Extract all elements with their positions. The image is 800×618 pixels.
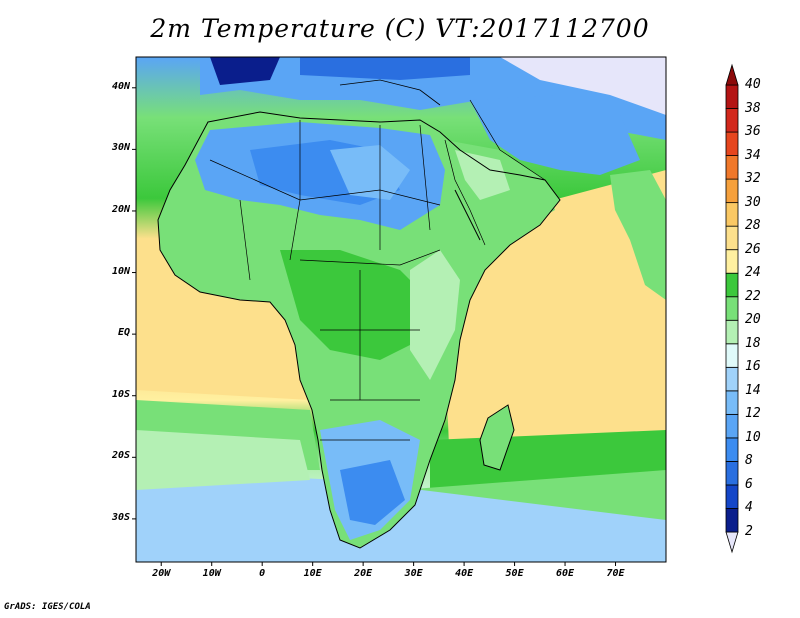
colorbar [725, 63, 739, 554]
chart-title: 2m Temperature (C) VT:2017112700 [150, 14, 650, 43]
colorbar-label: 12 [745, 406, 761, 422]
colorbar-segment [725, 366, 739, 392]
lon-tick-label: 30E [404, 568, 423, 579]
colorbar-segment [725, 272, 739, 298]
atlantic-warm [136, 290, 310, 400]
lat-tick-label: 30N [111, 142, 130, 154]
europe-cold [300, 57, 470, 80]
iberia-cold [210, 57, 280, 85]
lon-tick-label: 60E [556, 568, 575, 579]
lon-tick-label: 0 [259, 568, 266, 579]
arabia-interior [455, 150, 510, 200]
colorbar-label: 18 [745, 335, 761, 351]
lat-tick-label: 10N [111, 265, 130, 277]
highveld-cold [340, 460, 405, 525]
lon-tick-label: 10E [303, 568, 322, 579]
lat-tick-label: 10S [111, 388, 130, 400]
colorbar-segment [725, 437, 739, 462]
colorbar-segment [725, 249, 739, 274]
lon-tick-label: 20W [152, 568, 171, 579]
africa-coastline [157, 111, 561, 549]
map-field [136, 57, 666, 562]
colorbar-segment [725, 296, 739, 321]
asia-coldest [500, 57, 666, 115]
colorbar-segment [725, 178, 739, 204]
libyan-desert [330, 145, 410, 200]
colorbar-segment [725, 131, 739, 156]
colorbar-label: 24 [745, 265, 761, 281]
colorbar-segment [725, 84, 739, 109]
middle-east-cool [470, 95, 640, 175]
colorbar-segment [725, 319, 739, 345]
colorbar-label: 30 [745, 194, 761, 210]
lat-tick-label: 40N [111, 80, 130, 92]
lon-tick-label: 70E [606, 568, 625, 579]
grads-credit: GrADS: IGES/COLA [4, 602, 91, 612]
colorbar-segment [725, 484, 739, 509]
colorbar-label: 34 [745, 147, 761, 163]
colorbar-segment [725, 390, 739, 415]
lat-tick-label: 30S [111, 511, 130, 523]
lat-tick-label: EQ [117, 327, 130, 339]
colorbar-label: 20 [745, 312, 761, 328]
colorbar-segment [725, 413, 739, 439]
lon-tick-label: 40E [455, 568, 474, 579]
atlantic-south-light [136, 430, 310, 490]
colorbar-label: 40 [745, 77, 761, 92]
colorbar-label: 32 [745, 171, 761, 187]
lon-tick-label: 50E [505, 568, 524, 579]
colorbar-label: 10 [745, 429, 761, 445]
red-sea-coast [454, 189, 481, 241]
colorbar-label: 36 [745, 124, 761, 140]
colorbar-segment [725, 108, 739, 133]
colorbar-segment [725, 202, 739, 227]
colorbar-high-arrow [725, 63, 739, 86]
colorbar-label: 8 [745, 453, 753, 469]
colorbar-label: 28 [745, 218, 761, 234]
madagascar-coastline [479, 404, 515, 471]
colorbar-label: 22 [745, 288, 761, 304]
east-africa-highlands [410, 250, 460, 380]
lon-tick-label: 20E [354, 568, 373, 579]
colorbar-segment [725, 508, 739, 533]
colorbar-label: 2 [745, 524, 753, 539]
colorbar-label: 38 [745, 100, 761, 116]
colorbar-label: 6 [745, 476, 753, 492]
plot-frame [135, 56, 667, 563]
central-africa-green [280, 250, 430, 360]
lat-tick-label: 20S [111, 450, 130, 462]
mediterranean-north-coast [339, 79, 441, 106]
colorbar-segment [725, 461, 739, 486]
colorbar-label: 26 [745, 241, 761, 257]
colorbar-segment [725, 155, 739, 180]
colorbar-segment [725, 225, 739, 251]
colorbar-low-arrow [725, 531, 739, 554]
colorbar-label: 16 [745, 359, 761, 375]
axis-ticks [132, 87, 617, 566]
lon-tick-label: 10W [202, 568, 221, 579]
colorbar-label: 14 [745, 382, 761, 398]
colorbar-label: 4 [745, 500, 753, 516]
lat-tick-label: 20N [111, 203, 130, 215]
colorbar-segment [725, 343, 739, 368]
country-borders [209, 99, 546, 441]
india-land [610, 170, 666, 300]
